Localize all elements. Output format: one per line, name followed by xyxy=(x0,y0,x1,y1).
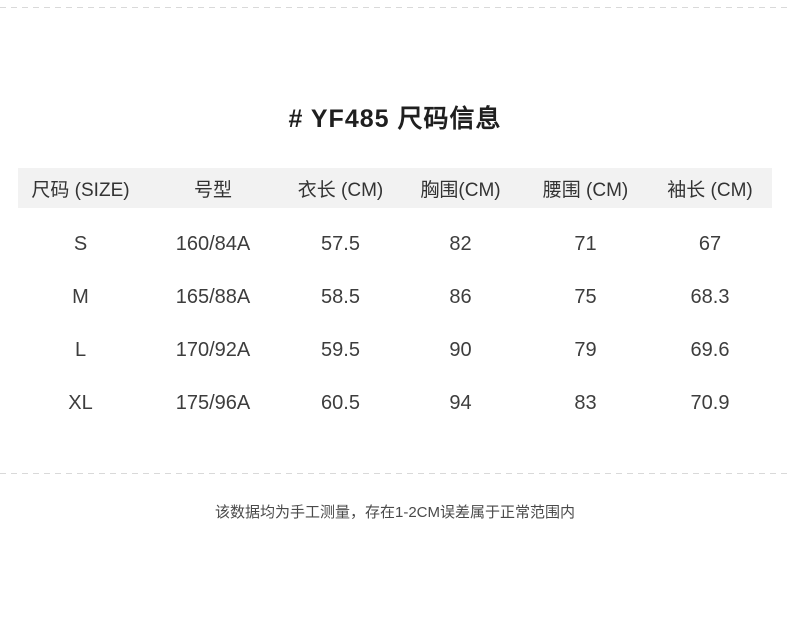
cell-waist: 75 xyxy=(574,286,597,308)
column-header-model: 号型 xyxy=(193,179,232,201)
cell-length: 59.5 xyxy=(321,339,360,361)
cell-waist: 71 xyxy=(574,233,597,255)
table-row-l: L 170/92A 59.5 90 79 69.6 xyxy=(18,324,772,377)
cell-length: 58.5 xyxy=(321,286,360,308)
cell-size: L xyxy=(74,339,87,361)
cell-sleeve: 67 xyxy=(698,233,722,255)
table-row-s: S 160/84A 57.5 82 71 67 xyxy=(18,218,772,271)
column-header-size: 尺码 (SIZE) xyxy=(31,179,130,201)
table-row-xl: XL 175/96A 60.5 94 83 70.9 xyxy=(18,377,772,430)
cell-sleeve: 70.9 xyxy=(690,392,730,414)
size-table-header-row: 尺码 (SIZE) 号型 衣长 (CM) 胸围(CM) 腰围 (CM) 袖长 (… xyxy=(18,168,772,208)
column-header-sleeve: 袖长 (CM) xyxy=(667,179,753,201)
cell-model: 165/88A xyxy=(175,286,251,308)
cell-length: 57.5 xyxy=(321,233,360,255)
page-title: # YF485 尺码信息 xyxy=(288,105,502,133)
cell-bust: 90 xyxy=(449,339,472,361)
cell-bust: 94 xyxy=(449,392,472,414)
top-dashed-divider xyxy=(0,7,790,8)
column-header-bust: 胸围(CM) xyxy=(420,179,501,201)
cell-model: 170/92A xyxy=(175,339,251,361)
cell-model: 175/96A xyxy=(175,392,251,414)
size-table: 尺码 (SIZE) 号型 衣长 (CM) 胸围(CM) 腰围 (CM) 袖长 (… xyxy=(18,168,772,430)
column-header-waist: 腰围 (CM) xyxy=(542,179,629,201)
cell-size: XL xyxy=(68,392,93,414)
cell-bust: 86 xyxy=(449,286,472,308)
measurement-note: 该数据均为手工测量，存在1-2CM误差属于正常范围内 xyxy=(214,504,575,521)
cell-sleeve: 68.3 xyxy=(690,286,730,308)
cell-length: 60.5 xyxy=(321,392,360,414)
cell-waist: 83 xyxy=(574,392,597,414)
cell-bust: 82 xyxy=(449,233,472,255)
cell-size: M xyxy=(72,286,89,308)
cell-size: S xyxy=(73,233,88,255)
cell-waist: 79 xyxy=(574,339,597,361)
table-row-m: M 165/88A 58.5 86 75 68.3 xyxy=(18,271,772,324)
cell-sleeve: 69.6 xyxy=(690,339,730,361)
column-header-length: 衣长 (CM) xyxy=(297,179,384,201)
bottom-dashed-divider xyxy=(0,473,790,474)
cell-model: 160/84A xyxy=(175,233,251,255)
size-table-body: S 160/84A 57.5 82 71 67 M 165/88A 58.5 8… xyxy=(18,208,772,430)
